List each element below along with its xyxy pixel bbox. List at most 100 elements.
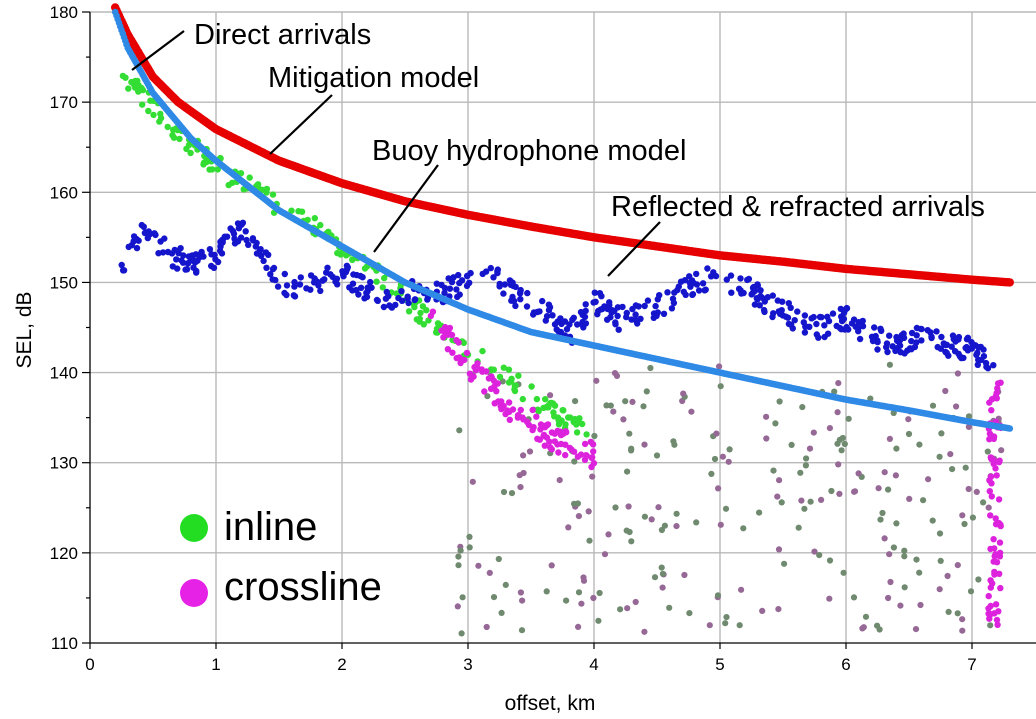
point-reflected-refracted-arrivals <box>574 321 581 328</box>
point-reflected-refracted-arrivals <box>801 329 809 336</box>
leader-mitigation-model <box>269 94 333 155</box>
point-reflected-refracted-arrivals <box>193 267 200 275</box>
point-reflected-refracted-arrivals <box>455 271 462 279</box>
leader-direct-arrivals <box>131 30 185 71</box>
point-reflected-refracted-arrivals <box>938 333 945 341</box>
point-reflected-refracted-arrivals <box>598 293 605 300</box>
scatter-point <box>517 484 524 491</box>
scatter-cloud <box>454 361 1006 637</box>
point-inline <box>200 161 207 168</box>
point-reflected-refracted-arrivals <box>897 349 904 356</box>
point-reflected-refracted-arrivals <box>757 287 764 294</box>
scatter-point <box>995 496 1003 503</box>
scatter-point <box>601 551 609 558</box>
scatter-point <box>775 606 782 613</box>
point-crossline <box>506 416 513 423</box>
scatter-point <box>886 435 894 442</box>
scatter-point <box>517 589 525 596</box>
scatter-point <box>775 546 783 553</box>
scatter-point <box>988 455 995 463</box>
point-reflected-refracted-arrivals <box>297 274 304 281</box>
point-reflected-refracted-arrivals <box>871 324 878 331</box>
point-crossline <box>490 377 498 384</box>
point-reflected-refracted-arrivals <box>840 309 848 317</box>
scatter-point <box>845 415 852 422</box>
scatter-point <box>719 453 727 460</box>
point-reflected-refracted-arrivals <box>654 296 661 303</box>
scatter-point <box>725 458 732 465</box>
y-tick-label-170: 170 <box>50 93 78 112</box>
point-reflected-refracted-arrivals <box>859 317 866 325</box>
scatter-point <box>988 493 995 500</box>
point-reflected-refracted-arrivals <box>329 273 336 281</box>
point-inline <box>535 408 542 415</box>
scatter-point <box>855 470 862 477</box>
point-reflected-refracted-arrivals <box>140 223 147 230</box>
scatter-point <box>984 448 991 455</box>
point-reflected-refracted-arrivals <box>291 283 298 290</box>
point-reflected-refracted-arrivals <box>263 264 270 271</box>
point-reflected-refracted-arrivals <box>701 287 708 294</box>
point-reflected-refracted-arrivals <box>856 335 864 343</box>
point-crossline <box>557 440 565 448</box>
point-inline <box>147 97 154 104</box>
point-reflected-refracted-arrivals <box>928 333 935 340</box>
scatter-point <box>862 613 870 620</box>
point-reflected-refracted-arrivals <box>290 292 297 299</box>
scatter-point <box>714 592 722 599</box>
point-inline <box>512 382 519 389</box>
scatter-point <box>458 630 465 637</box>
point-reflected-refracted-arrivals <box>291 278 298 286</box>
point-reflected-refracted-arrivals <box>446 285 454 292</box>
annotation-mitigation-model: Mitigation model <box>268 62 479 94</box>
scatter-point <box>736 622 743 629</box>
scatter-point <box>547 392 554 399</box>
point-reflected-refracted-arrivals <box>411 296 419 303</box>
point-inline <box>551 413 558 420</box>
point-crossline <box>557 428 564 435</box>
point-inline <box>269 191 277 198</box>
scatter-point <box>605 531 612 538</box>
point-reflected-refracted-arrivals <box>614 312 621 320</box>
scatter-point <box>992 465 999 472</box>
point-reflected-refracted-arrivals <box>496 283 503 290</box>
scatter-point <box>992 392 999 400</box>
scatter-point <box>831 388 838 395</box>
point-reflected-refracted-arrivals <box>386 302 393 309</box>
point-reflected-refracted-arrivals <box>321 276 328 283</box>
scatter-point <box>997 584 1004 592</box>
scatter-point <box>826 425 834 432</box>
scatter-point <box>717 521 724 528</box>
scatter-point <box>722 505 730 512</box>
scatter-point <box>526 448 534 455</box>
point-reflected-refracted-arrivals <box>794 308 801 315</box>
scatter-point <box>987 577 994 584</box>
scatter-point <box>818 496 825 503</box>
curve-point <box>1006 425 1014 432</box>
point-reflected-refracted-arrivals <box>130 238 137 245</box>
point-reflected-refracted-arrivals <box>744 276 751 284</box>
y-tick-label-120: 120 <box>50 544 78 563</box>
scatter-point <box>879 509 886 517</box>
point-reflected-refracted-arrivals <box>133 244 141 252</box>
point-reflected-refracted-arrivals <box>267 271 274 278</box>
point-reflected-refracted-arrivals <box>274 283 282 290</box>
point-reflected-refracted-arrivals <box>184 260 192 267</box>
point-inline <box>565 414 572 421</box>
scatter-point <box>648 516 655 523</box>
point-reflected-refracted-arrivals <box>825 317 833 325</box>
point-reflected-refracted-arrivals <box>551 321 559 328</box>
point-reflected-refracted-arrivals <box>791 317 798 324</box>
scatter-point <box>925 476 932 483</box>
scatter-point <box>929 402 937 409</box>
scatter-point <box>490 594 498 601</box>
scatter-point <box>962 464 969 471</box>
scatter-point <box>571 458 578 465</box>
point-crossline <box>427 312 435 320</box>
point-crossline <box>504 407 511 414</box>
point-inline <box>500 364 507 371</box>
point-inline <box>164 123 171 131</box>
tick-labels: 0 1 2 3 4 5 6 7 110 120 130 140 150 160 170 180 <box>50 3 977 674</box>
point-reflected-refracted-arrivals <box>311 275 318 282</box>
point-inline <box>373 278 380 285</box>
